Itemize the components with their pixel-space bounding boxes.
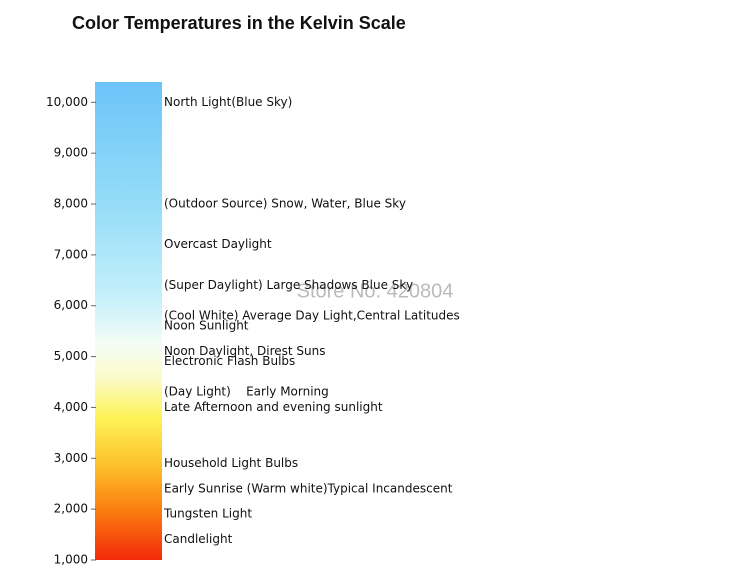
chart-title: Color Temperatures in the Kelvin Scale: [72, 13, 406, 33]
y-tick-label: 10,000: [46, 95, 88, 109]
annotation: (Outdoor Source) Snow, Water, Blue Sky: [164, 197, 406, 211]
y-tick-label: 7,000: [54, 247, 88, 261]
annotation: (Cool White) Average Day Light,Central L…: [164, 308, 460, 322]
y-tick-label: 6,000: [54, 298, 88, 312]
y-tick-label: 4,000: [54, 400, 88, 414]
annotation: Late Afternoon and evening sunlight: [164, 400, 383, 414]
y-tick-label: 5,000: [54, 349, 88, 363]
annotation: (Day Light) Early Morning: [164, 385, 329, 399]
annotation: (Super Daylight) Large Shadows Blue Sky: [164, 278, 413, 292]
annotation: Electronic Flash Bulbs: [164, 354, 295, 368]
annotation: Early Sunrise (Warm white)Typical Incand…: [164, 481, 453, 495]
annotation: Candlelight: [164, 532, 233, 546]
color-bar: [95, 82, 162, 560]
y-tick-label: 2,000: [54, 502, 88, 516]
watermark: Store No. 420804: [297, 280, 454, 302]
annotation: North Light(Blue Sky): [164, 95, 292, 109]
annotation: Noon Sunlight: [164, 319, 249, 333]
y-tick-label: 8,000: [54, 197, 88, 211]
y-tick-label: 9,000: [54, 146, 88, 160]
annotation: Noon Daylight, Direst Suns: [164, 344, 325, 358]
annotation: Overcast Daylight: [164, 237, 272, 251]
annotation: Household Light Bulbs: [164, 456, 298, 470]
annotation: Tungsten Light: [163, 507, 252, 521]
y-tick-label: 3,000: [54, 451, 88, 465]
y-tick-label: 1,000: [54, 553, 88, 567]
